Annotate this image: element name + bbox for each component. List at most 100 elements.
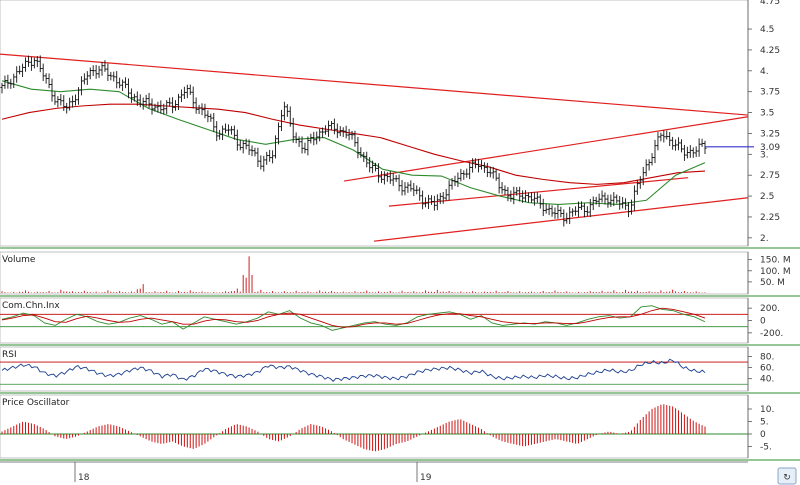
ohlc-bar [532,192,536,206]
ohlc-bar [50,78,54,102]
ohlc-bar [424,197,428,208]
ohlc-bar [68,97,72,111]
ohlc-bar [203,103,207,119]
ohlc-bar [456,172,460,187]
ohlc-bar [427,194,431,209]
ohlc-bar [259,155,263,170]
y-tick-label: 0 [760,317,766,327]
ohlc-bar [453,175,457,187]
ohlc-bar [165,100,169,115]
ohlc-bar [600,190,604,203]
ohlc-bar [406,182,410,193]
ohlc-bar [497,173,501,194]
ohlc-bar [162,103,166,115]
ohlc-bar [168,97,172,107]
ohlc-bar [644,159,648,177]
price-pane: 2. 2.25 2.5 2.75 3. 3.25 3.5 3.75 4. 4.25 4.5 4.75 3… [0,0,800,249]
ohlc-bar [191,86,195,109]
ohlc-bar [238,139,242,151]
ohlc-bar [359,147,363,158]
ohlc-bar [226,124,230,136]
ohlc-bar [362,152,366,163]
ohlc-bar [265,151,269,165]
ohlc-bar [118,77,122,89]
ohlc-bar [79,76,83,96]
ohlc-bar [377,163,381,183]
ohlc-bar [144,94,148,107]
ohlc-bar [609,194,613,207]
ohlc-bar [62,95,66,111]
ohlc-bar [9,78,13,89]
ohlc-bar [662,130,666,143]
ohlc-bar [268,149,272,162]
ohlc-bar [12,73,16,88]
ohlc-bar [491,166,495,179]
ohlc-bar [553,207,557,219]
ohlc-bar [647,159,651,171]
ohlc-bar [582,203,586,218]
ohlc-bar [324,125,328,135]
ohlc-bar [477,158,481,173]
pane-frame [0,394,749,459]
ohlc-bar [244,138,248,150]
ohlc-bar [124,77,128,89]
ohlc-bar [574,206,578,216]
y-tick-label: 10. [760,405,774,415]
ohlc-bar [53,91,57,105]
ohlc-bar [171,97,175,114]
ohlc-bar [677,137,681,151]
ohlc-bar [521,190,525,203]
ohlc-bar [435,194,439,211]
ohlc-bar [400,179,404,196]
trendline [343,116,749,182]
cci-pane: Com.Chn.Inx 200. 0 -200. [0,297,800,346]
ohlc-bar [221,125,225,141]
ohlc-bar [35,56,39,68]
y-tick-label: 150. M [760,256,791,266]
ohlc-bar [627,202,631,218]
ohlc-bar [641,166,645,186]
y-tick-label: 200. [760,304,780,314]
rsi-line [1,358,706,382]
ohlc-bar [218,129,222,140]
ohlc-bar [303,142,307,154]
y-tick-label: 80. [760,353,774,363]
ohlc-bar [312,131,316,146]
ohlc-bar [321,127,325,138]
ohlc-bar [438,192,442,204]
ohlc-bar [282,101,286,121]
ohlc-bar [374,162,378,172]
ohlc-bar [121,79,125,92]
ohlc-bar [126,78,130,99]
ohlc-bar [394,175,398,182]
ohlc-bar [535,192,539,203]
ohlc-bar [129,88,133,103]
ohlc-bar [103,60,107,72]
ohlc-bar [294,132,298,144]
ohlc-bar [206,110,210,123]
ohlc-bar [688,145,692,158]
ohlc-bar [691,147,695,158]
svg-text:↻: ↻ [783,473,791,483]
ohlc-bar [421,190,425,210]
ohlc-bar [0,82,4,94]
ohlc-bar [618,195,622,210]
ohlc-bar [571,208,575,217]
ohlc-bar [329,121,333,130]
trendline [388,177,689,207]
ohlc-bar [194,97,198,114]
ohlc-bar [415,185,419,195]
price-oscillator-pane: Price Oscillator 10. 5. 0 -5. [0,394,800,461]
ohlc-bar [159,100,163,114]
trendline [373,197,749,242]
refresh-icon[interactable]: ↻ [777,467,797,485]
ohlc-bar [279,109,283,132]
ohlc-bar [74,94,78,106]
ohlc-bar [174,100,178,111]
ohlc-bar [462,170,466,180]
y-tick-label: 2. [760,234,769,244]
ohlc-bar [585,206,589,217]
ohlc-bar [659,132,663,142]
